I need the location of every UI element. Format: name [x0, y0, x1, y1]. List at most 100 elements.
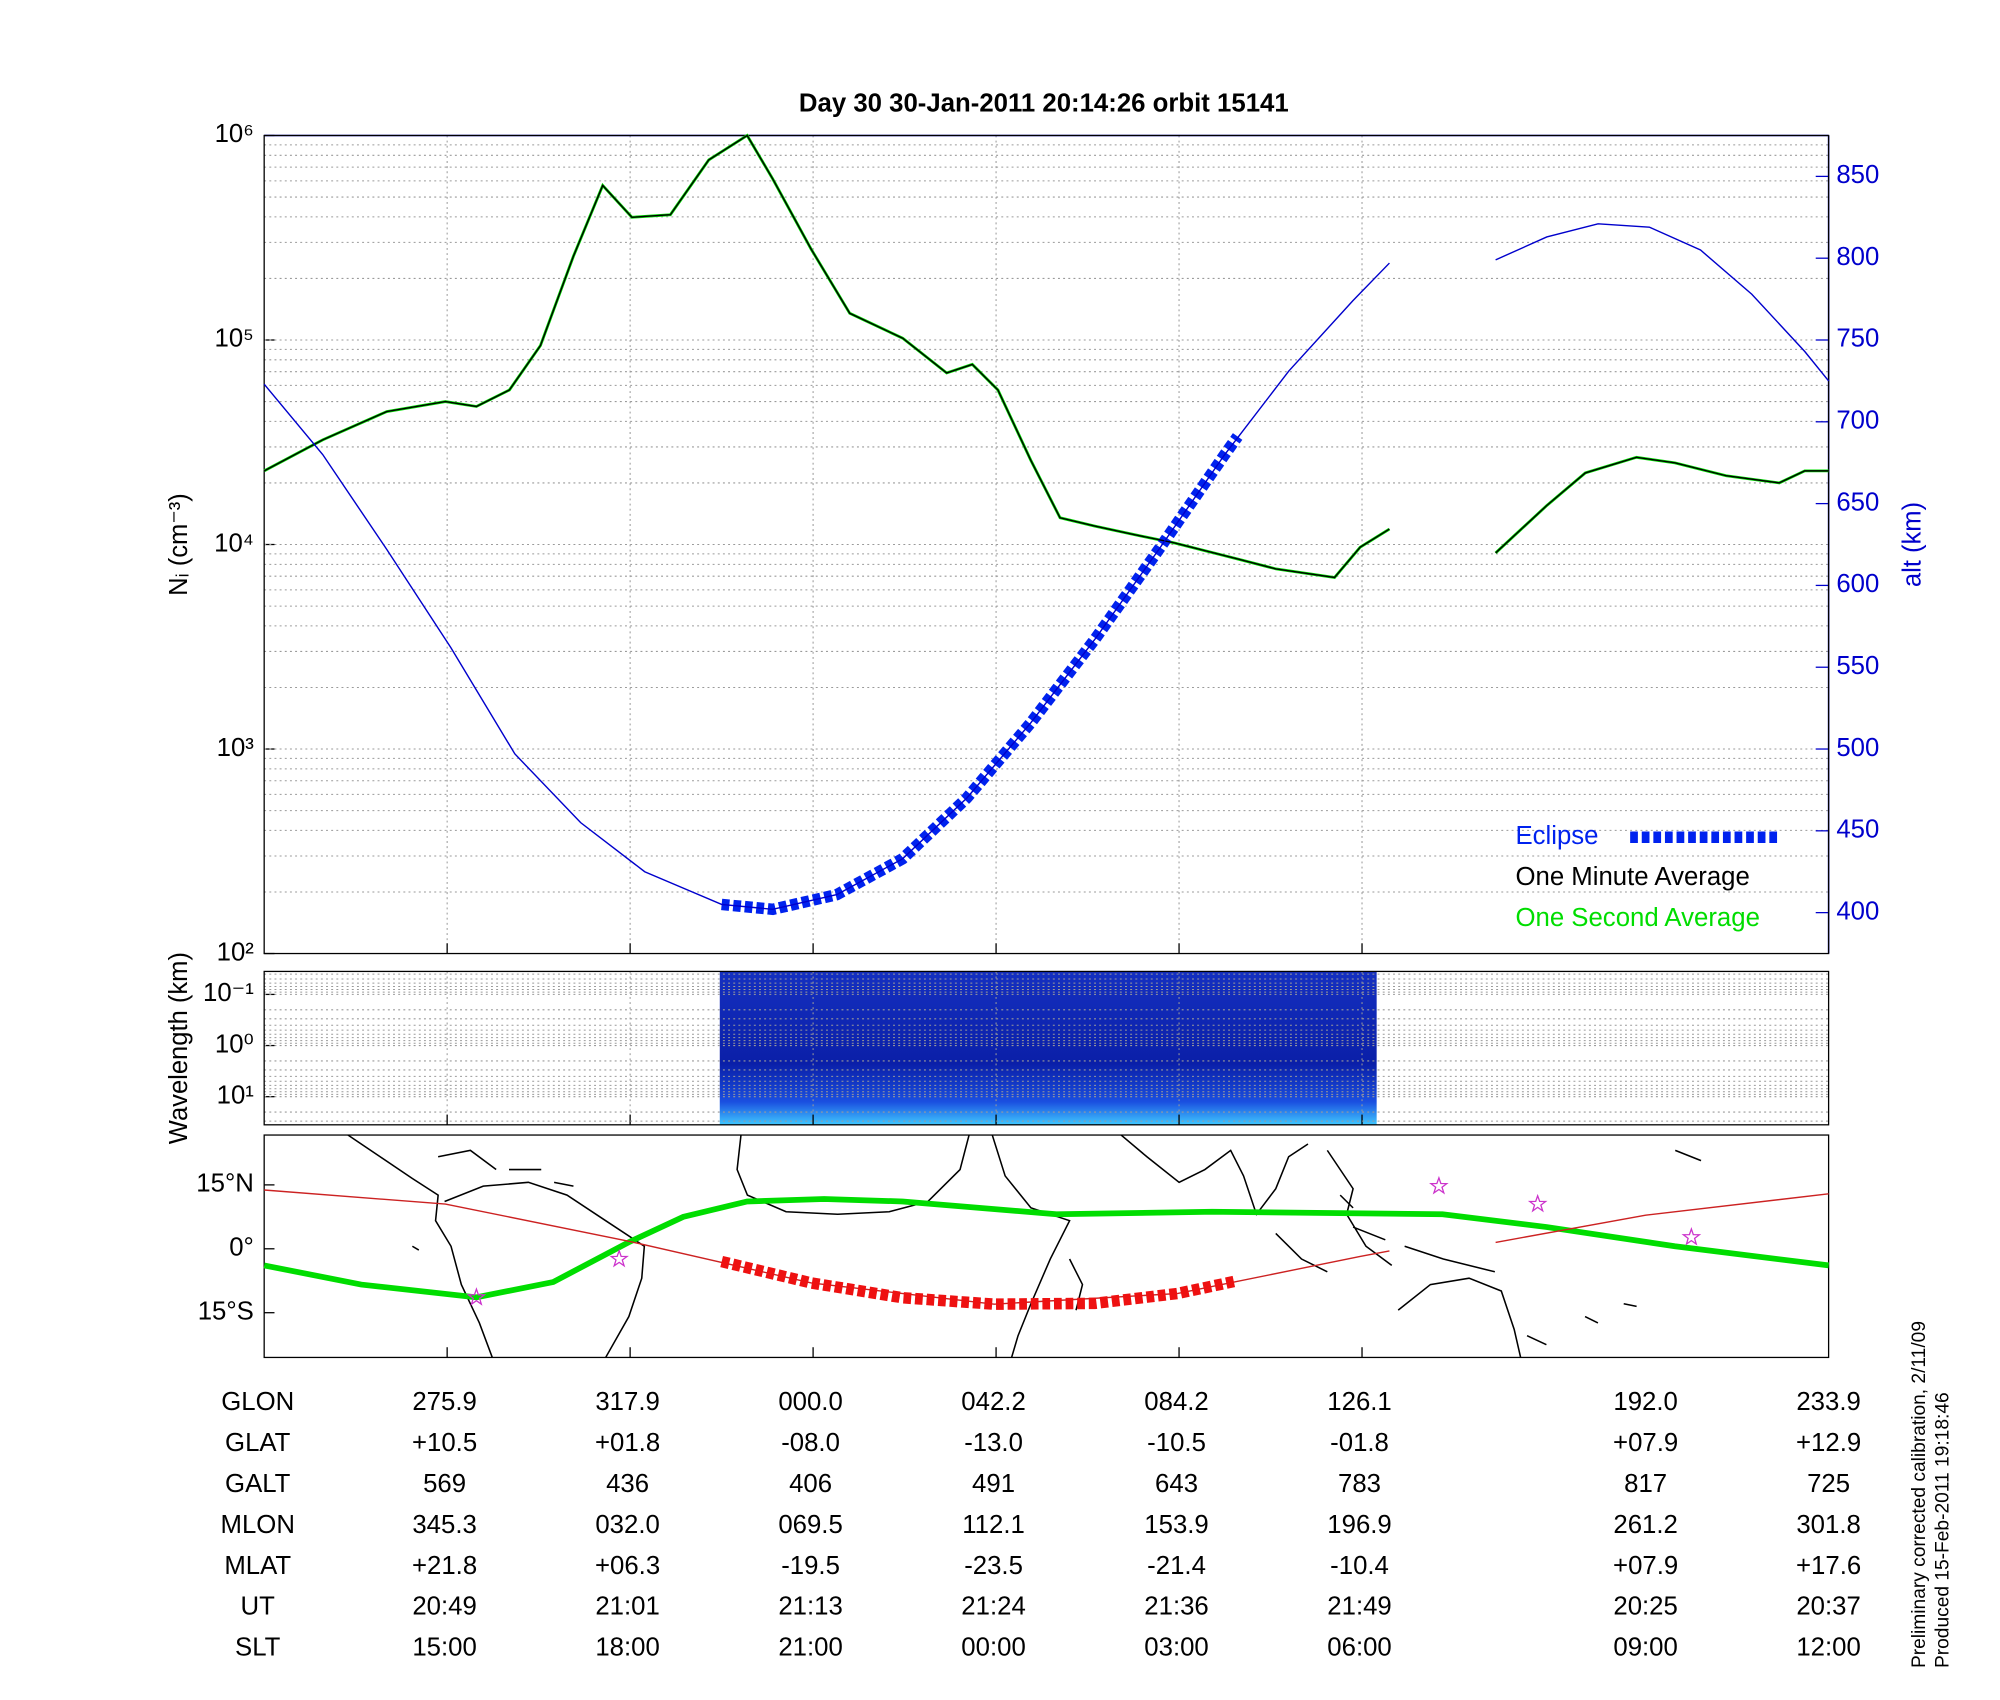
chart-title: Day 30 30-Jan-2011 20:14:26 orbit 15141	[799, 90, 1289, 118]
table-cell: 436	[606, 1470, 649, 1498]
star-marker	[1681, 1227, 1702, 1246]
table-cell: 09:00	[1613, 1634, 1677, 1662]
y-tick-label: 15°S	[198, 1298, 254, 1326]
panel: 10² 10³ 10⁴ 10⁵ 10⁶ 400 450 500 550 600 650 700 750 8…	[214, 120, 1879, 966]
series-line	[720, 1255, 1239, 1310]
table-cell: +21.8	[412, 1552, 477, 1580]
table-cell: 112.1	[962, 1511, 1025, 1539]
table-cell: 15:00	[412, 1634, 476, 1662]
y-tick-label: 15°N	[196, 1170, 254, 1198]
table-cell: +07.9	[1613, 1552, 1678, 1580]
table-cell: -08.0	[781, 1429, 840, 1457]
note: Produced 15-Feb-2011 19:18:46	[1932, 1392, 1953, 1668]
legend-label: One Second Average	[1515, 904, 1759, 932]
table-cell: 21:13	[778, 1593, 842, 1621]
coordinate-table: GLON 275.9 317.9 000.0 042.2 084.2 126.1 192.0 2…	[221, 1388, 1862, 1661]
y-tick-label: 10³	[217, 734, 255, 762]
table-cell: +12.9	[1796, 1429, 1861, 1457]
table-cell: 301.8	[1796, 1511, 1860, 1539]
table-cell: 20:37	[1796, 1593, 1860, 1621]
table-cell: 21:00	[778, 1634, 842, 1662]
table-cell: 643	[1155, 1470, 1198, 1498]
legend-label: One Minute Average	[1515, 863, 1749, 891]
row-label: MLON	[221, 1511, 295, 1539]
table-cell: -13.0	[964, 1429, 1023, 1457]
y-tick-label: 10¹	[217, 1082, 254, 1110]
table-cell: +07.9	[1613, 1429, 1678, 1457]
table-cell: 725	[1807, 1470, 1850, 1498]
table-cell: 261.2	[1613, 1511, 1677, 1539]
table-cell: 06:00	[1327, 1634, 1391, 1662]
series-line	[264, 1189, 1829, 1305]
table-cell: 196.9	[1327, 1511, 1391, 1539]
table-cell: 192.0	[1613, 1388, 1677, 1416]
coastlines	[347, 1135, 1702, 1358]
table-cell: -21.4	[1147, 1552, 1206, 1580]
y2-tick-label: 500	[1836, 734, 1879, 762]
series-line	[263, 1196, 1829, 1301]
table-cell: 317.9	[595, 1388, 659, 1416]
table-cell: 21:24	[961, 1593, 1025, 1621]
table-cell: +17.6	[1796, 1552, 1861, 1580]
panel: 10⁻¹ 10⁰ 10¹	[203, 970, 1830, 1126]
table-cell: 069.5	[778, 1511, 842, 1539]
table-cell: +01.8	[595, 1429, 660, 1457]
table-cell: 275.9	[412, 1388, 476, 1416]
table-cell: 153.9	[1144, 1511, 1208, 1539]
y-tick-label: 10⁵	[215, 325, 254, 353]
table-cell: +06.3	[595, 1552, 660, 1580]
y2-tick-label: 450	[1836, 816, 1879, 844]
row-label: SLT	[235, 1634, 281, 1662]
table-cell: 084.2	[1144, 1388, 1208, 1416]
y2-tick-label: 800	[1836, 243, 1879, 271]
row-label: MLAT	[224, 1552, 291, 1580]
table-cell: -23.5	[964, 1552, 1023, 1580]
y2-tick-label: 650	[1836, 488, 1879, 516]
note: Preliminary corrected calibration, 2/11/…	[1909, 1321, 1930, 1668]
series-line	[721, 433, 1243, 916]
table-cell: 345.3	[412, 1511, 476, 1539]
y-tick-label: 10⁰	[215, 1030, 254, 1058]
table-cell: 21:01	[595, 1593, 659, 1621]
y2-axis-label: alt (km)	[1898, 502, 1926, 587]
table-cell: 00:00	[961, 1634, 1025, 1662]
y-tick-label: 0°	[229, 1234, 254, 1262]
legend-label: Eclipse	[1515, 822, 1598, 850]
row-label: GLON	[221, 1388, 294, 1416]
y-axis-label: Nᵢ (cm⁻³)	[165, 493, 193, 596]
star-marker	[1429, 1175, 1449, 1195]
table-cell: 12:00	[1796, 1634, 1860, 1662]
panel: 15°N 0° 15°S	[196, 1134, 1830, 1359]
table-cell: 20:49	[412, 1593, 476, 1621]
table-cell: 042.2	[961, 1388, 1025, 1416]
table-cell: 817	[1624, 1470, 1667, 1498]
table-cell: -19.5	[781, 1552, 840, 1580]
row-label: GLAT	[225, 1429, 291, 1457]
y-axis-label: Wavelength (km)	[165, 952, 193, 1144]
table-cell: 032.0	[595, 1511, 659, 1539]
row-label: GALT	[225, 1470, 291, 1498]
y2-tick-label: 400	[1836, 897, 1879, 925]
y-tick-label: 10⁴	[214, 529, 254, 557]
table-cell: -01.8	[1330, 1429, 1389, 1457]
y2-tick-label: 700	[1836, 407, 1879, 435]
star-marker	[609, 1248, 629, 1268]
table-cell: 569	[423, 1470, 466, 1498]
table-cell: +10.5	[412, 1429, 477, 1457]
y-tick-label: 10²	[217, 938, 255, 966]
y2-tick-label: 550	[1836, 652, 1879, 680]
series-line	[263, 223, 1830, 911]
table-cell: 18:00	[595, 1634, 659, 1662]
plot-frame	[263, 970, 1830, 1126]
table-cell: 126.1	[1327, 1388, 1391, 1416]
y2-tick-label: 850	[1836, 161, 1879, 189]
y-tick-label: 10⁶	[215, 120, 254, 148]
table-cell: 03:00	[1144, 1634, 1208, 1662]
table-cell: 000.0	[778, 1388, 842, 1416]
table-cell: 233.9	[1796, 1388, 1860, 1416]
series-line	[263, 134, 1829, 579]
table-cell: -10.4	[1330, 1552, 1389, 1580]
table-cell: 491	[972, 1470, 1015, 1498]
